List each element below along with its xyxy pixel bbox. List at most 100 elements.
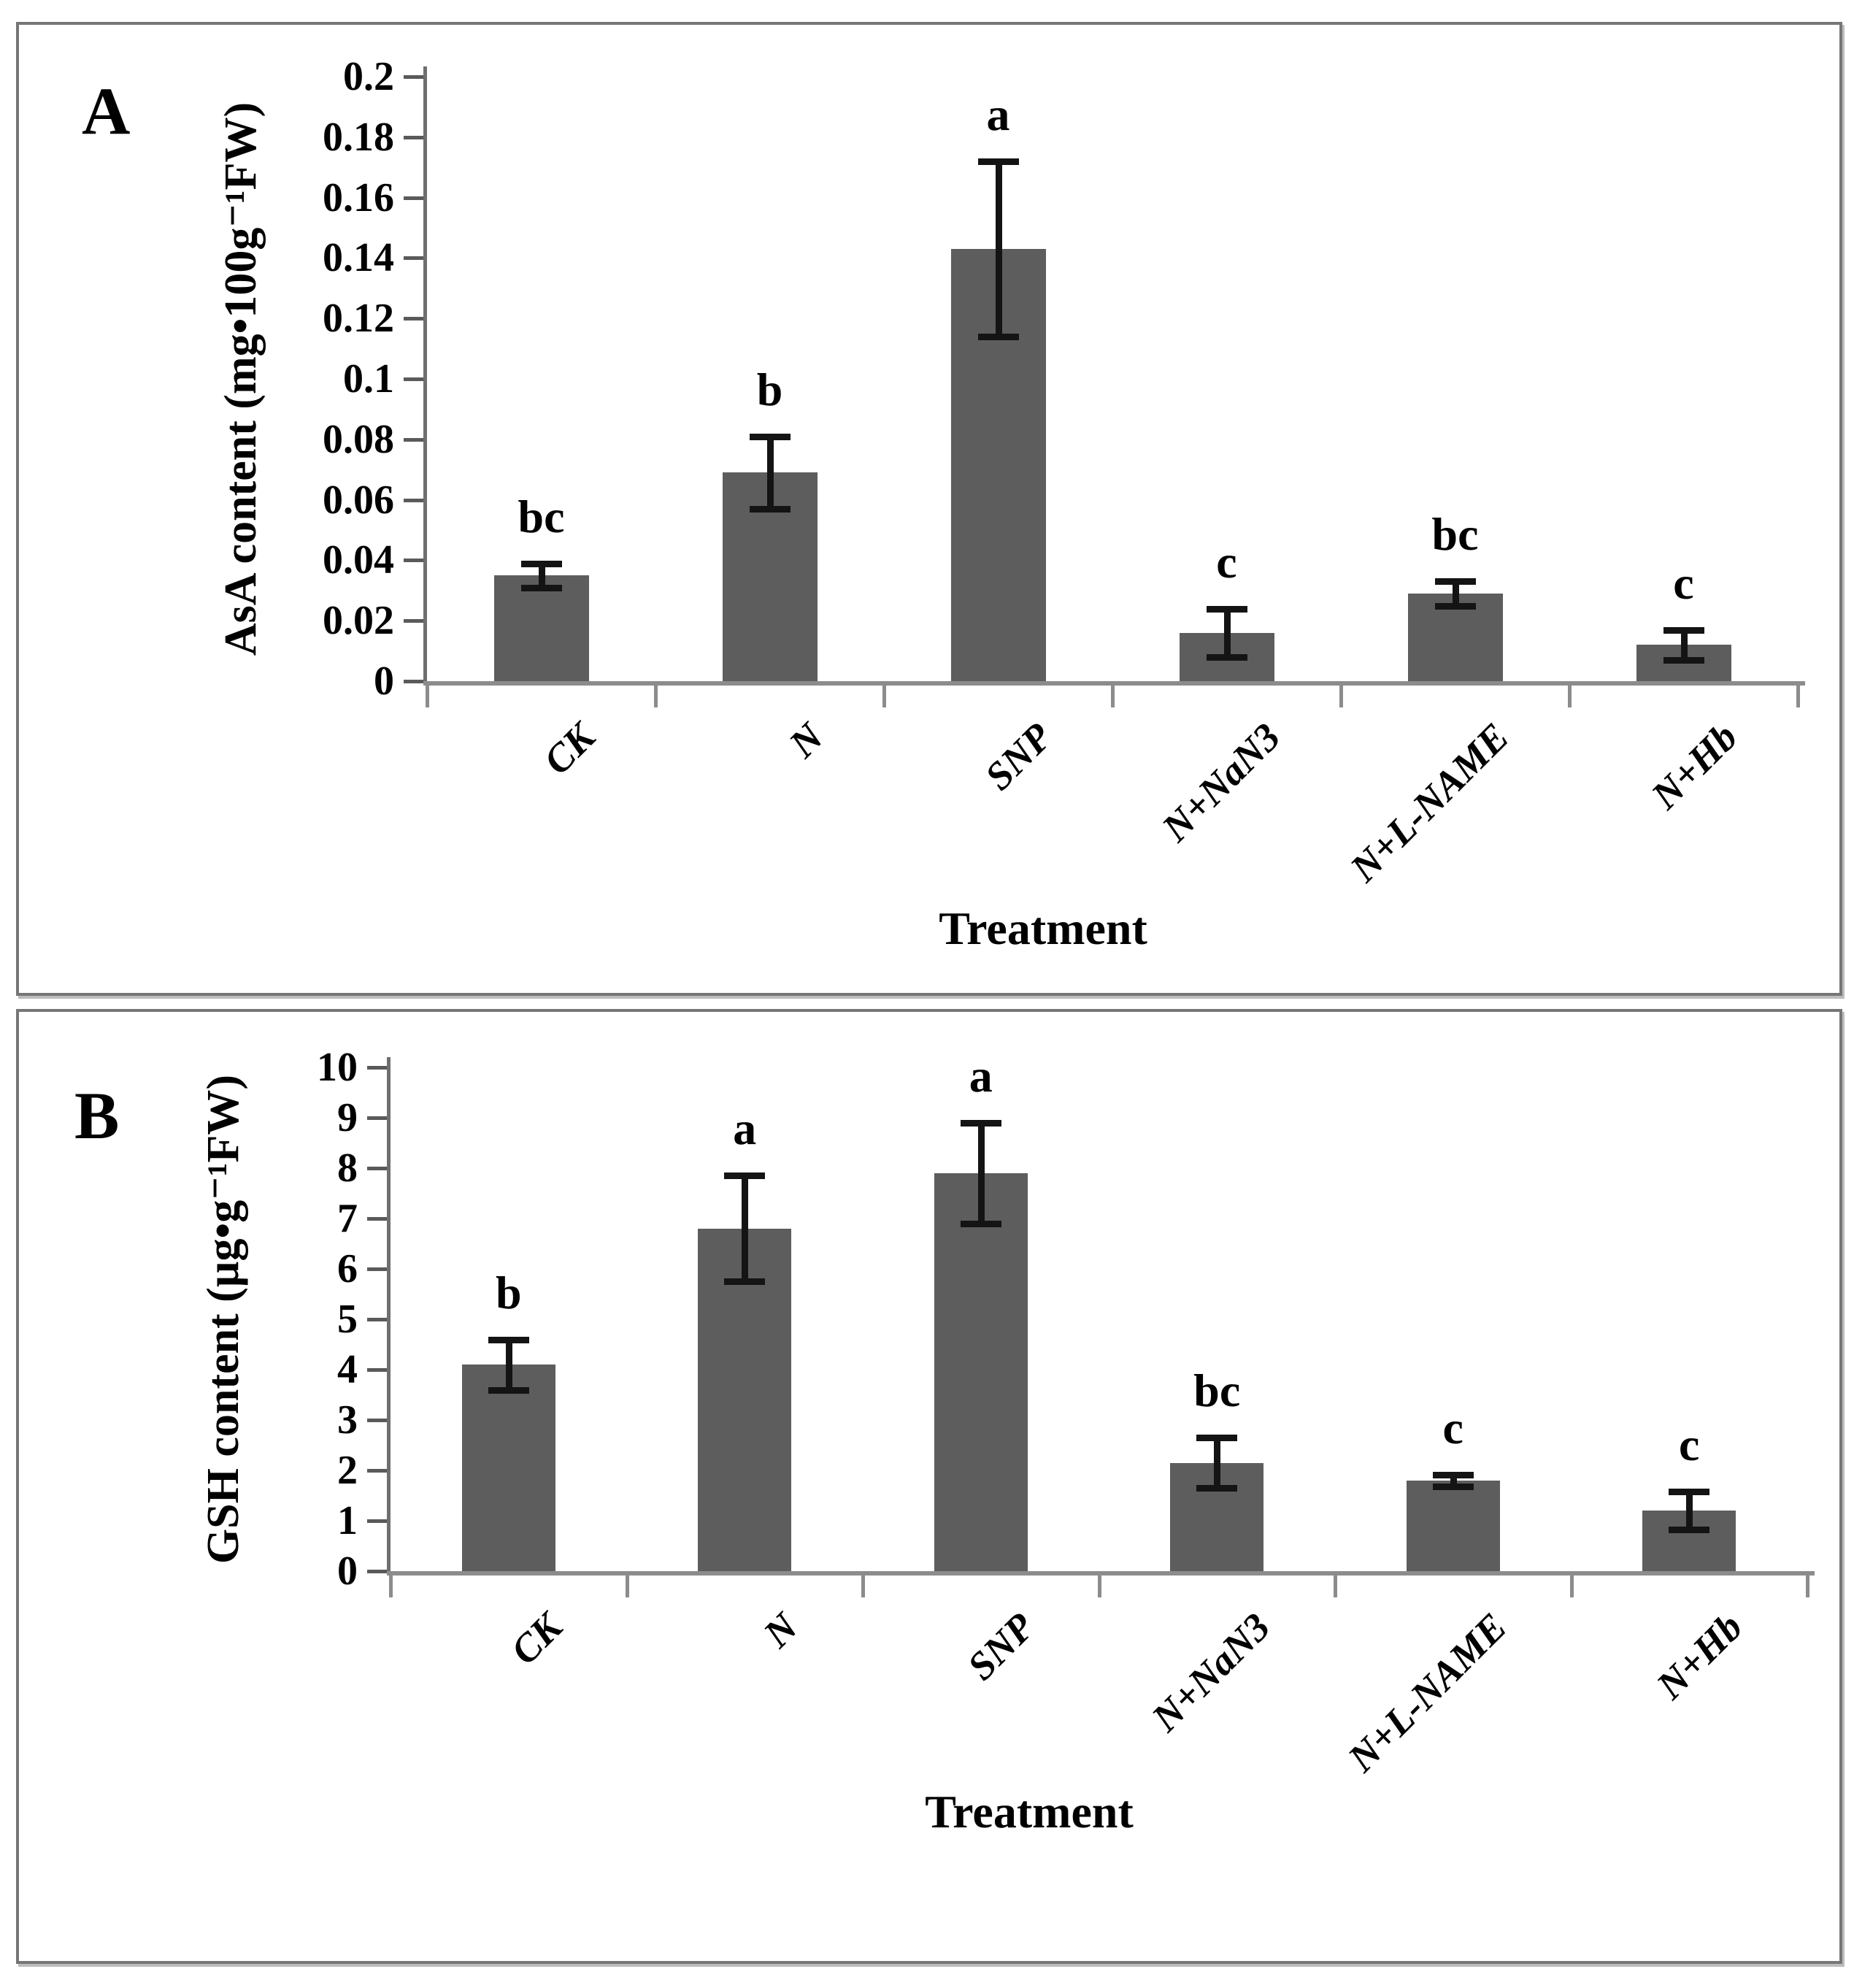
- y-tick: [404, 196, 423, 200]
- x-tick: [426, 684, 429, 707]
- y-tick-label: 2: [337, 1448, 358, 1493]
- x-tick: [882, 684, 886, 707]
- y-tick: [404, 135, 423, 139]
- x-tick: [1806, 1574, 1809, 1597]
- significance-letter: c: [1679, 1418, 1700, 1470]
- category-label: CK: [501, 1605, 571, 1673]
- x-tick: [1334, 1574, 1337, 1597]
- x-tick: [1796, 684, 1800, 707]
- y-tick-label: 0: [374, 659, 394, 704]
- error-bar-bottom-cap: [1206, 653, 1247, 661]
- x-axis-title: Treatment: [939, 902, 1147, 954]
- y-tick-label: 0.06: [323, 477, 394, 523]
- y-tick: [367, 1519, 387, 1523]
- error-bar-bottom-cap: [977, 334, 1019, 341]
- category-label: N: [755, 1605, 807, 1657]
- y-tick-label: 5: [337, 1297, 358, 1342]
- significance-letter: b: [495, 1266, 522, 1319]
- y-tick-label: 7: [337, 1196, 358, 1241]
- y-tick: [404, 619, 423, 623]
- error-bar-top-cap: [1432, 1471, 1474, 1478]
- y-tick-label: 0.04: [323, 537, 394, 583]
- error-bar-top-cap: [749, 433, 791, 440]
- error-bar-bottom-cap: [1432, 1484, 1474, 1491]
- x-tick: [1339, 684, 1343, 707]
- error-bar-bottom-cap: [520, 584, 562, 591]
- y-tick: [367, 1217, 387, 1221]
- x-tick: [1097, 1574, 1101, 1597]
- y-tick: [404, 75, 423, 79]
- y-tick: [404, 559, 423, 563]
- y-tick-label: 9: [337, 1095, 358, 1140]
- x-axis-title: Treatment: [925, 1786, 1134, 1838]
- y-tick: [367, 1469, 387, 1473]
- y-tick-label: 0.16: [323, 174, 394, 220]
- x-tick: [861, 1574, 865, 1597]
- significance-letter: c: [1673, 556, 1694, 609]
- error-bar-bottom-cap: [1434, 602, 1476, 610]
- significance-letter: c: [1216, 535, 1237, 588]
- y-tick-label: 0.18: [323, 114, 394, 160]
- x-tick: [654, 684, 658, 707]
- significance-letter: a: [969, 1049, 993, 1102]
- y-tick-label: 0: [337, 1548, 358, 1594]
- y-tick-label: 4: [337, 1347, 358, 1392]
- error-bar-bottom-cap: [749, 506, 791, 513]
- category-label: N+L-NAME: [1339, 1605, 1515, 1781]
- y-axis-line: [423, 66, 427, 686]
- y-tick: [367, 1267, 387, 1271]
- error-bar-top-cap: [960, 1119, 1001, 1127]
- error-bar-stem: [977, 1122, 985, 1224]
- error-bar-bottom-cap: [724, 1278, 766, 1286]
- y-tick: [367, 1570, 387, 1573]
- x-tick: [389, 1574, 393, 1597]
- error-bar-stem: [1214, 1438, 1221, 1489]
- y-tick-label: 0.1: [343, 356, 394, 402]
- error-bar-top-cap: [724, 1173, 766, 1180]
- panel-a-letter: A: [82, 74, 131, 148]
- y-tick: [367, 1419, 387, 1422]
- significance-letter: c: [1442, 1401, 1463, 1454]
- bar-N: [698, 1228, 792, 1571]
- error-bar-stem: [995, 161, 1002, 337]
- error-bar-top-cap: [520, 560, 562, 567]
- y-tick-label: 0.12: [323, 296, 394, 342]
- x-axis-line: [387, 1571, 1815, 1576]
- y-tick: [404, 437, 423, 442]
- y-axis-line: [387, 1057, 391, 1576]
- x-tick: [1569, 1574, 1574, 1597]
- category-label: N: [780, 715, 831, 767]
- error-bar-stem: [1680, 629, 1688, 660]
- y-tick-label: 1: [337, 1498, 358, 1543]
- significance-letter: bc: [1193, 1365, 1241, 1417]
- x-tick: [625, 1574, 629, 1597]
- panel-b-letter: B: [74, 1078, 120, 1153]
- y-tick: [367, 1116, 387, 1120]
- y-tick-label: 0.02: [323, 598, 394, 644]
- error-bar-stem: [1450, 1474, 1457, 1487]
- y-tick: [404, 377, 423, 381]
- error-bar-bottom-cap: [1669, 1527, 1710, 1534]
- bar-SNP: [934, 1173, 1028, 1571]
- y-tick-label: 0.14: [323, 235, 394, 281]
- significance-letter: a: [986, 88, 1010, 140]
- y-tick-label: 10: [317, 1045, 358, 1090]
- y-tick: [367, 1368, 387, 1372]
- significance-letter: a: [733, 1102, 757, 1155]
- error-bar-top-cap: [1196, 1435, 1238, 1442]
- bar-CK: [461, 1365, 555, 1571]
- error-bar-bottom-cap: [1663, 657, 1704, 664]
- y-tick-label: 0.2: [343, 54, 394, 99]
- error-bar-top-cap: [1669, 1488, 1710, 1495]
- significance-letter: b: [756, 363, 783, 415]
- error-bar-stem: [538, 563, 545, 588]
- y-tick: [404, 680, 423, 683]
- y-tick-label: 6: [337, 1246, 358, 1292]
- error-bar-stem: [742, 1175, 749, 1282]
- error-bar-top-cap: [1434, 578, 1476, 586]
- y-tick-label: 3: [337, 1397, 358, 1443]
- x-axis-line: [423, 681, 1805, 686]
- error-bar-bottom-cap: [1196, 1485, 1238, 1492]
- error-bar-stem: [1452, 581, 1459, 606]
